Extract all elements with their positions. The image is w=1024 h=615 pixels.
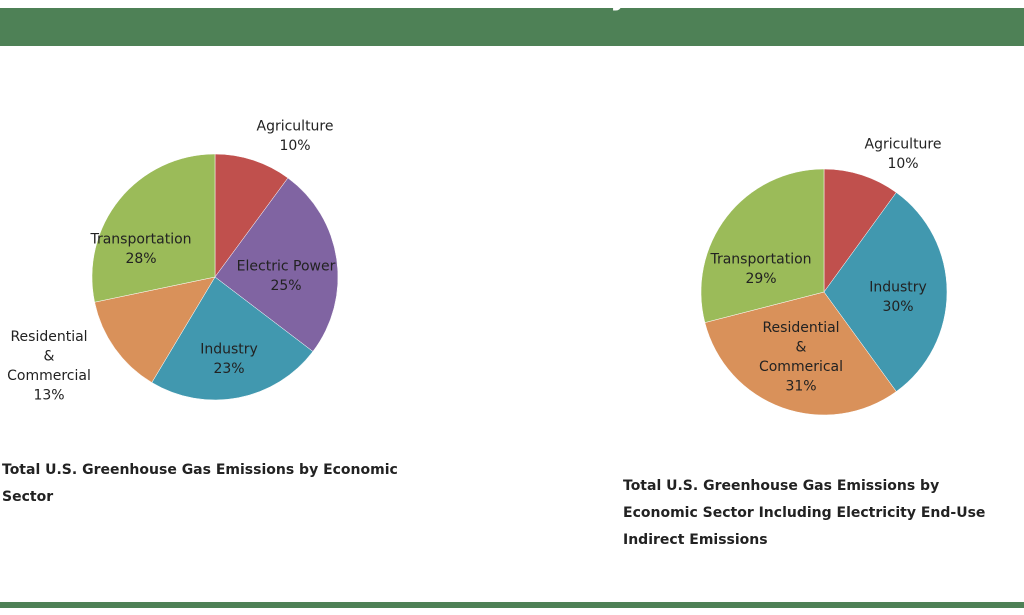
pie1-data-label: Industry 23%: [200, 341, 258, 377]
pie2-data-label: Industry 30%: [869, 279, 927, 315]
pie2-data-label: Transportation 29%: [709, 251, 811, 287]
pie1-slice-electric-power: [214, 177, 339, 352]
page-title: Total U.S. Greenhouse Gas Emissions by E…: [0, 0, 1024, 12]
footer-bar: [0, 602, 1024, 608]
chart1-caption: Total U.S. Greenhouse Gas Emissions by E…: [2, 462, 398, 505]
pie1-data-label: Residential & Commercial 13%: [7, 329, 91, 404]
pie2-slice-agriculture: [823, 168, 897, 293]
header-bar: [0, 8, 1024, 46]
pie2-slice-residential-commerical: [704, 291, 897, 416]
chart2-caption: Total U.S. Greenhouse Gas Emissions by E…: [623, 478, 986, 548]
pie2-slice-industry: [823, 192, 948, 392]
pie2-data-label: Agriculture 10%: [865, 136, 942, 172]
pie1-slice-residential-commercial: [94, 276, 216, 383]
pie1-slice-industry: [151, 276, 314, 401]
pie2-data-label: Residential & Commerical 31%: [759, 320, 843, 395]
pie1-data-label: Transportation 28%: [89, 231, 191, 267]
pie1-data-label: Electric Power 25%: [237, 258, 336, 294]
pie1-data-label: Agriculture 10%: [257, 118, 334, 154]
pie1-slice-agriculture: [214, 153, 289, 278]
pie1-slice-transportation: [91, 153, 216, 303]
pie2-slice-transportation: [700, 168, 825, 323]
